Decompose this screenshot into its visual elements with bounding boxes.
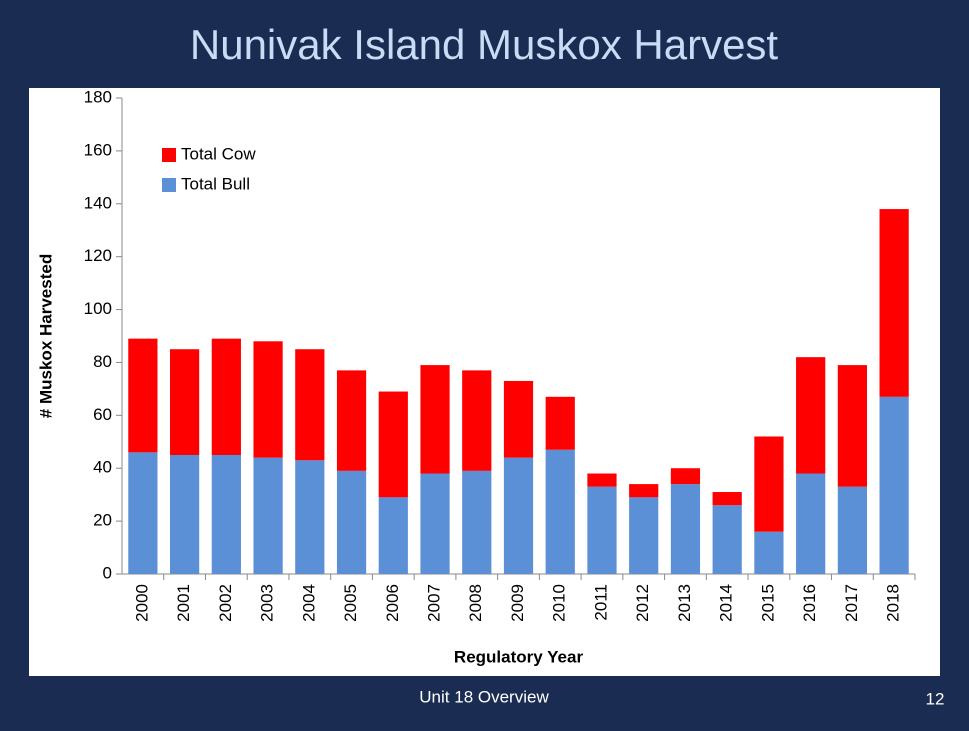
bar-segment (378, 391, 408, 498)
bar-segment (754, 436, 784, 532)
bar-segment (462, 470, 492, 574)
bar-segment (336, 370, 367, 471)
x-tick-label: 2000 (132, 584, 151, 622)
x-tick-label: 2018 (884, 584, 903, 622)
plot: 0 20 40 60 80 100 120 140 160 180 2000 2001 2002 2003… (36, 87, 916, 666)
bar-segment (211, 338, 241, 455)
bar-segment (712, 492, 742, 506)
bar-segment (462, 370, 492, 471)
bar-segment (295, 349, 325, 461)
bar-segment (837, 365, 868, 487)
y-tick-label: 120 (84, 246, 112, 265)
x-tick-label: 2010 (550, 584, 569, 622)
bar-segment (503, 457, 534, 574)
x-tick-label: 2001 (174, 584, 193, 622)
x-tick-label: 2006 (383, 584, 402, 622)
slide-title: Nunivak Island Muskox Harvest (190, 21, 779, 68)
y-tick-label: 180 (84, 87, 112, 106)
bar-segment (420, 365, 450, 474)
bar-segment (295, 460, 325, 574)
footer: Unit 18 Overview (419, 687, 549, 706)
bar-segment (670, 484, 701, 574)
y-axis-label: # Muskox Harvested (36, 254, 55, 418)
bar-segment (211, 455, 241, 574)
bar-segment (503, 380, 534, 458)
x-tick-label: 2015 (758, 584, 777, 622)
bar-segment (545, 396, 575, 450)
x-tick-label: 2009 (508, 584, 527, 622)
bar-segment (128, 452, 158, 574)
bar-segment (253, 457, 283, 574)
y-tick-label: 0 (103, 563, 112, 582)
bar-segment (879, 396, 909, 574)
bar-segment (796, 357, 826, 474)
bar-segment (670, 468, 701, 485)
y-tick-label: 20 (93, 511, 112, 530)
x-tick-label: 2008 (466, 584, 485, 622)
x-tick-label: 2014 (717, 584, 736, 622)
bar-segment (879, 209, 909, 397)
page-number: 12 (926, 689, 945, 708)
bar-segment (754, 531, 784, 574)
bar-segment (420, 473, 450, 574)
bar-segment (629, 484, 659, 498)
y-tick-label: 100 (84, 299, 112, 318)
y-tick-label: 40 (93, 458, 112, 477)
bar-segment (796, 473, 826, 574)
x-tick-label: 2017 (842, 584, 861, 622)
x-tick-label: 2004 (299, 584, 318, 622)
bar-segment (545, 449, 575, 574)
bar-segment (587, 486, 617, 574)
bar-segment (837, 486, 868, 574)
bar-segment (712, 505, 742, 574)
bar-segment (169, 349, 200, 455)
legend-swatch (162, 148, 176, 162)
x-tick-label: 2005 (341, 584, 360, 622)
bar-segment (587, 473, 617, 487)
x-tick-label: 2016 (800, 584, 819, 622)
y-tick-label: 160 (84, 140, 112, 159)
bar-segment (169, 455, 200, 574)
legend-label: Total Bull (181, 174, 250, 193)
legend-swatch (162, 178, 176, 192)
bar-segment (253, 341, 283, 458)
x-tick-label: 2012 (633, 584, 652, 622)
y-tick-label: 140 (84, 193, 112, 212)
bar-segment (128, 338, 158, 453)
legend-label: Total Cow (181, 144, 256, 163)
bar-segment (378, 497, 408, 574)
x-tick-label: 2013 (675, 584, 694, 622)
x-tick-label: 2002 (216, 584, 235, 622)
x-tick-label: 2007 (425, 584, 444, 622)
x-axis-label: Regulatory Year (454, 647, 584, 666)
bar-segment (629, 497, 659, 574)
y-tick-label: 60 (93, 405, 112, 424)
y-tick-label: 80 (93, 352, 112, 371)
x-tick-label: 2011 (591, 584, 610, 621)
x-tick-label: 2003 (258, 584, 277, 622)
bar-segment (336, 470, 367, 574)
